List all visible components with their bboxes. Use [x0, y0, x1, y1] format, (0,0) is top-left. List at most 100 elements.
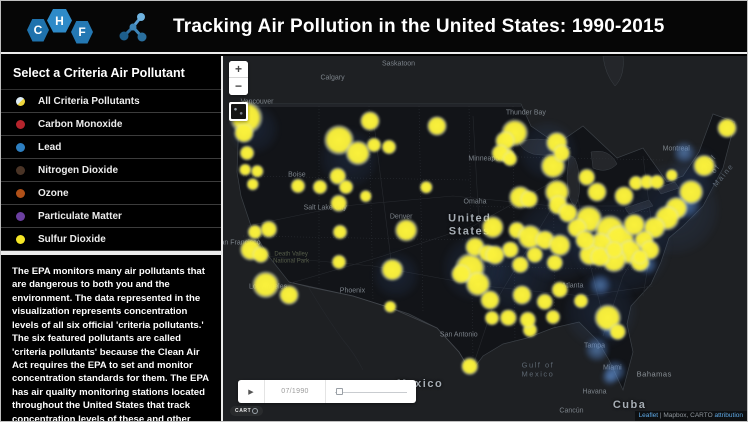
map-style-button[interactable] — [229, 102, 248, 121]
pollution-blob — [259, 220, 278, 238]
pollution-blob — [494, 130, 515, 151]
slider-handle[interactable] — [336, 387, 344, 395]
pollution-blob — [323, 124, 354, 155]
pollution-blob — [484, 244, 505, 265]
pollution-blob — [239, 238, 263, 262]
pollution-blob — [373, 252, 419, 298]
header: C H F Tracking Air Pollution in the Unit… — [1, 1, 747, 54]
pollutant-color-dot — [16, 96, 25, 106]
pollution-blob — [628, 175, 644, 191]
chf-letter: C — [33, 23, 43, 37]
pollutant-label: Ozone — [38, 187, 69, 199]
zoom-control: + − — [229, 61, 248, 95]
pollution-blob — [577, 168, 596, 186]
pollution-blob — [623, 213, 646, 237]
pollution-blob — [548, 233, 572, 257]
sidebar-item-lead[interactable]: Lead — [1, 136, 221, 159]
pollution-blob — [246, 177, 260, 191]
pollution-blob — [359, 189, 372, 203]
pollution-blob — [547, 195, 568, 216]
pollution-blob — [544, 179, 570, 205]
sidebar-item-particulate-matter[interactable]: Particulate Matter — [1, 205, 221, 228]
pollution-blob — [511, 284, 532, 305]
timeline-widget: ▶ 07/1990 — [238, 380, 416, 403]
pollution-blob — [484, 310, 500, 326]
pollution-blob — [526, 246, 544, 264]
chf-hexagon-c: C — [27, 18, 49, 42]
sidebar-item-sulfur-dioxide[interactable]: Sulfur Dioxide — [1, 228, 221, 251]
page-title: Tracking Air Pollution in the United Sta… — [173, 15, 665, 37]
pollution-blob — [502, 151, 518, 167]
pollution-blob — [669, 147, 721, 199]
pollution-blob — [551, 280, 569, 299]
pollution-blob — [638, 255, 657, 274]
pollutant-color-dot — [16, 234, 25, 244]
pollution-blob — [319, 129, 378, 187]
pollution-blob — [601, 247, 627, 273]
pollution-blob — [329, 167, 347, 186]
pollution-blob — [614, 186, 635, 207]
chf-hexagon-h: H — [47, 8, 72, 33]
pollution-blob — [511, 256, 529, 274]
pollution-blob — [584, 337, 609, 362]
pollution-blob — [717, 117, 738, 138]
slider-track — [335, 391, 407, 393]
pollution-blob — [654, 205, 680, 231]
pollution-blob — [586, 182, 607, 203]
pollution-blob — [649, 174, 665, 190]
sidebar: Select a Criteria Air Pollutant All Crit… — [1, 56, 223, 421]
pollutant-label: Carbon Monoxide — [38, 118, 123, 130]
sidebar-item-carbon-monoxide[interactable]: Carbon Monoxide — [1, 113, 221, 136]
chf-logo: C H F — [27, 8, 93, 45]
zoom-out-button[interactable]: − — [229, 78, 248, 95]
zoom-in-button[interactable]: + — [229, 61, 248, 78]
timeline-slider[interactable] — [335, 380, 407, 403]
pollution-blob — [233, 122, 254, 143]
pollution-blob — [480, 289, 501, 310]
pollution-blob — [552, 144, 571, 163]
pollutant-label: Sulfur Dioxide — [38, 233, 106, 245]
map-style-thumbnail-icon — [231, 104, 246, 119]
play-button[interactable]: ▶ — [238, 380, 265, 403]
sidebar-item-all-criteria-pollutants[interactable]: All Criteria Pollutants — [1, 90, 221, 113]
pollution-blob — [573, 197, 670, 294]
pollution-blob — [499, 147, 515, 163]
pollution-blob — [692, 154, 716, 177]
pollution-blob — [331, 254, 347, 270]
sidebar-item-ozone[interactable]: Ozone — [1, 182, 221, 205]
pollution-blob — [632, 249, 648, 265]
pollution-blob — [252, 271, 280, 299]
pollution-blob — [501, 241, 519, 259]
pollution-blob — [617, 239, 643, 265]
carto-logo[interactable]: CART — [230, 406, 264, 416]
attribution-text: | Mapbox, CARTO — [658, 412, 715, 419]
attribution-link[interactable]: attribution — [714, 412, 743, 419]
pollution-blob — [608, 322, 627, 341]
pollution-blob — [520, 190, 538, 208]
pollution-blob — [395, 218, 418, 242]
chf-letter: F — [78, 25, 86, 39]
carto-logo-text: CART — [235, 408, 252, 414]
pollution-blob — [540, 153, 566, 178]
pollutant-label: Lead — [38, 141, 62, 153]
pollution-blob — [454, 252, 485, 283]
pollution-blob — [566, 217, 587, 238]
pollutant-color-dot — [16, 165, 25, 175]
pollution-blob — [589, 274, 611, 296]
pollutant-color-dot — [16, 142, 25, 152]
map-viewport[interactable]: Vancouver Calgary Saskatoon Thunder Bay Mont… — [223, 56, 747, 421]
pollution-blob — [465, 271, 491, 297]
pollution-blob — [330, 194, 348, 212]
chf-hexagon-f: F — [71, 20, 93, 44]
pollution-blob — [545, 131, 569, 154]
pollution-blob — [629, 251, 650, 272]
pollution-blob — [600, 320, 619, 339]
pollution-blob — [278, 284, 299, 305]
leaflet-link[interactable]: Leaflet — [638, 412, 659, 419]
pollutant-label: Particulate Matter — [38, 210, 122, 222]
sidebar-item-nitrogen-dioxide[interactable]: Nitrogen Dioxide — [1, 159, 221, 182]
pollution-blob — [516, 196, 600, 281]
pollution-blob — [639, 174, 655, 190]
carto-o-icon — [252, 408, 259, 414]
